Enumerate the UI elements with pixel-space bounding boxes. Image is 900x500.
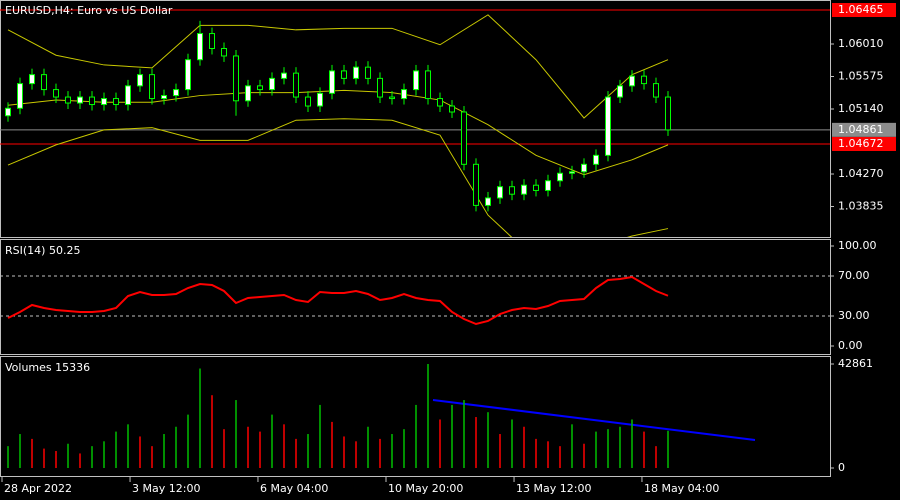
- candle-body: [257, 85, 264, 91]
- y-tick-label: 1.06010: [838, 37, 884, 50]
- candle-body: [341, 70, 348, 79]
- candle-body: [17, 83, 24, 109]
- rsi-title: RSI(14) 50.25: [5, 244, 80, 257]
- band-middle: [7, 89, 669, 176]
- rsi-line: [7, 275, 669, 326]
- candle-body: [557, 172, 564, 182]
- candle-body: [89, 96, 96, 106]
- candle-body: [437, 98, 444, 107]
- x-tick-label: 28 Apr 2022: [4, 482, 72, 495]
- candle-body: [377, 77, 384, 98]
- candle-body: [29, 74, 36, 85]
- candle-body: [197, 33, 204, 61]
- y-tick-label: 1.04270: [838, 167, 884, 180]
- candle-body: [185, 59, 192, 91]
- candle-body: [641, 75, 648, 85]
- candle-body: [113, 98, 120, 106]
- candle-body: [473, 163, 480, 206]
- candle-body: [389, 96, 396, 100]
- candle-body: [161, 95, 168, 100]
- candle-body: [665, 96, 672, 131]
- candle-body: [317, 92, 324, 107]
- candle-body: [245, 85, 252, 102]
- candle-body: [269, 77, 276, 91]
- y-tick-label: 30.00: [838, 309, 870, 322]
- candle-body: [617, 85, 624, 98]
- candle-body: [593, 154, 600, 165]
- candle-body: [449, 105, 456, 113]
- y-tick-label: 0: [838, 461, 845, 474]
- candle-body: [653, 83, 660, 98]
- price-plot: [0, 9, 830, 237]
- candle-body: [509, 186, 516, 195]
- price-level-box: [832, 3, 896, 18]
- x-tick-label: 10 May 20:00: [388, 482, 463, 495]
- candle-body: [497, 186, 504, 199]
- candle-body: [425, 70, 432, 100]
- x-tick-label: 6 May 04:00: [260, 482, 328, 495]
- price-level-box: [832, 136, 896, 151]
- candle-body: [65, 96, 72, 104]
- candle-body: [281, 72, 288, 79]
- candle-body: [125, 85, 132, 106]
- x-tick-label: 18 May 04:00: [644, 482, 719, 495]
- candle-body: [149, 74, 156, 100]
- candle-body: [41, 74, 48, 91]
- y-tick-label: 1.03835: [838, 200, 884, 213]
- candle-body: [485, 197, 492, 206]
- rsi-panel: [0, 239, 831, 355]
- candle-body: [413, 70, 420, 91]
- candle-body: [461, 111, 468, 165]
- trend-line: [432, 399, 756, 441]
- candle-body: [221, 47, 228, 57]
- price-level-label: 1.06465: [838, 3, 884, 16]
- candle-body: [365, 66, 372, 79]
- candle-body: [137, 74, 144, 87]
- candle-body: [533, 184, 540, 191]
- price-level-box: [832, 122, 896, 137]
- price-level-label: 1.04861: [838, 123, 884, 136]
- price-panel: [0, 0, 831, 238]
- candle-body: [581, 163, 588, 173]
- y-tick-label: 100.00: [838, 239, 877, 252]
- candle-body: [101, 98, 108, 106]
- candle-body: [209, 33, 216, 49]
- candle-body: [353, 66, 360, 79]
- candle-body: [401, 89, 408, 100]
- candle-body: [53, 89, 60, 98]
- y-tick-label: 0.00: [838, 339, 863, 352]
- y-tick-label: 1.05140: [838, 102, 884, 115]
- price-level-label: 1.04672: [838, 137, 884, 150]
- y-tick-label: 1.05575: [838, 70, 884, 83]
- x-tick-label: 3 May 12:00: [132, 482, 200, 495]
- candle-body: [629, 75, 636, 87]
- candle-body: [521, 184, 528, 195]
- candle-body: [545, 180, 552, 191]
- band-lower: [7, 118, 669, 237]
- candle-body: [5, 107, 12, 117]
- chart-title: EURUSD,H4: Euro vs US Dollar: [5, 4, 173, 17]
- candle-body: [77, 96, 84, 104]
- candle-body: [173, 89, 180, 97]
- candle-body: [569, 171, 576, 174]
- candle-body: [293, 72, 300, 98]
- x-tick-label: 13 May 12:00: [516, 482, 591, 495]
- candle-body: [329, 70, 336, 94]
- candle-body: [233, 55, 240, 102]
- volume-panel: [0, 356, 831, 477]
- y-tick-label: 70.00: [838, 269, 870, 282]
- band-upper: [7, 14, 669, 119]
- y-tick-label: 42861: [838, 357, 873, 370]
- candle-body: [305, 96, 312, 107]
- candle-body: [605, 96, 612, 156]
- volume-title: Volumes 15336: [5, 361, 90, 374]
